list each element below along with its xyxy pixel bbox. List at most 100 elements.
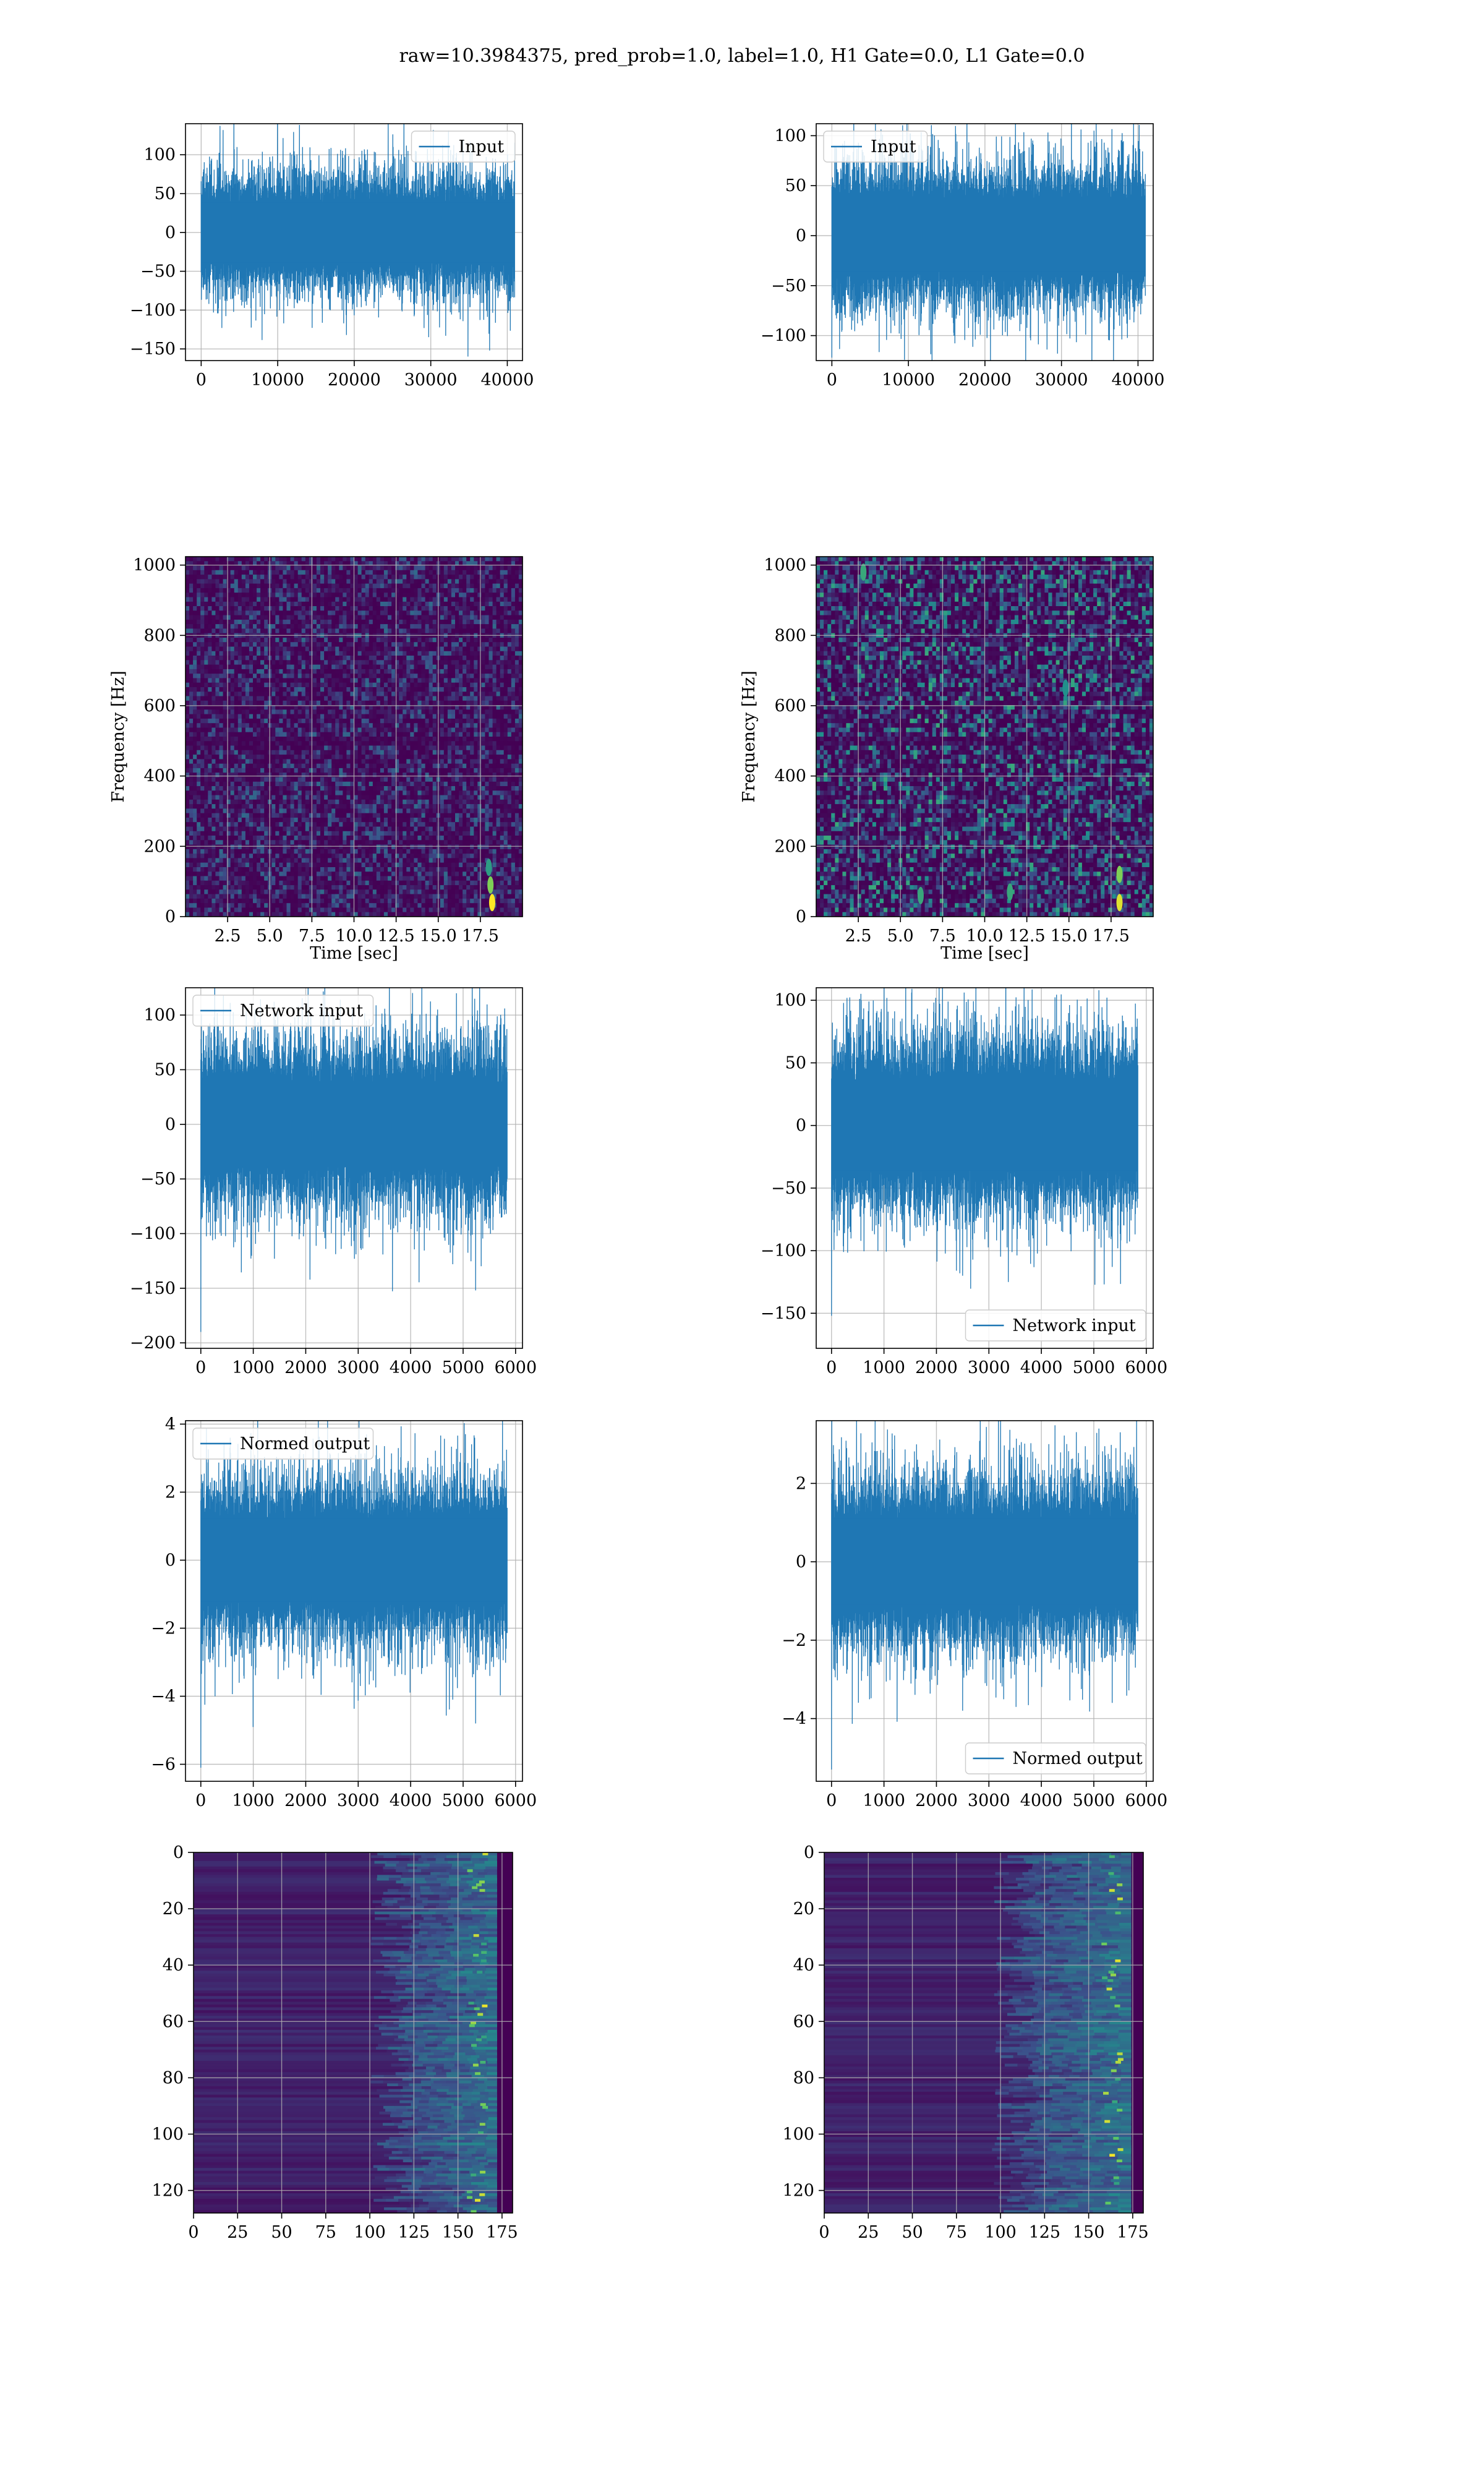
x-tick-label: 75 [315,2223,336,2242]
x-tick-label: 2.5 [215,927,241,946]
x-tick-label: 175 [486,2223,518,2242]
y-tick-label: −100 [761,327,806,346]
y-tick-label: −50 [140,1170,176,1189]
y-tick-label: 2 [796,1474,806,1493]
x-axis-label: Time [sec] [940,944,1029,963]
x-tick-label: 15.0 [1051,927,1088,946]
x-tick-label: 5.0 [257,927,283,946]
y-tick-label: −4 [151,1687,176,1706]
x-tick-label: 10000 [251,370,304,390]
y-tick-label: 100 [151,2125,184,2144]
series-core-band [201,1082,507,1166]
y-tick-label: 40 [163,1956,184,1975]
series-core-band [832,1518,1138,1604]
series-core-band [832,1081,1138,1170]
x-tick-label: 25 [858,2223,879,2242]
x-tick-label: 75 [946,2223,967,2242]
y-tick-label: 100 [143,145,176,165]
x-tick-label: 1000 [232,1358,275,1377]
legend-label: Input [871,137,916,156]
x-tick-label: 6000 [494,1791,537,1810]
x-tick-label: 100 [984,2223,1017,2242]
x-tick-label: 4000 [390,1358,432,1377]
y-tick-label: 800 [774,626,806,645]
x-tick-label: 125 [398,2223,430,2242]
x-tick-label: 20000 [958,370,1012,390]
legend: Normed output [966,1743,1146,1774]
y-tick-label: 120 [782,2181,814,2201]
x-tick-label: 10.0 [966,927,1003,946]
spectrogram-hotspot [1007,883,1013,901]
legend-label: Network input [240,1001,363,1021]
x-tick-label: 0 [195,1791,206,1810]
y-axis-label: Frequency [Hz] [109,670,128,802]
y-tick-label: 600 [143,696,176,716]
x-tick-label: 100 [354,2223,386,2242]
y-tick-label: 100 [143,1006,176,1025]
spectrogram-hotspot [489,894,495,911]
legend: Input [412,131,516,162]
x-tick-label: 17.5 [462,927,499,946]
x-tick-label: 0 [827,370,837,390]
x-tick-label: 3000 [337,1791,380,1810]
y-tick-label: 2 [165,1483,176,1502]
x-tick-label: 7.5 [929,927,956,946]
y-tick-label: 0 [796,226,806,246]
y-tick-label: 60 [793,2012,814,2031]
x-tick-label: 12.5 [1009,927,1046,946]
x-tick-label: 5000 [1073,1791,1115,1810]
y-tick-label: 20 [163,1899,184,1919]
y-tick-label: 60 [163,2012,184,2031]
y-tick-label: 0 [796,1552,806,1572]
x-tick-label: 3000 [968,1358,1010,1377]
x-tick-label: 3000 [337,1358,380,1377]
x-tick-label: 0 [826,1358,837,1377]
x-tick-label: 50 [902,2223,923,2242]
series-core-band [201,1519,507,1601]
x-tick-label: 0 [826,1791,837,1810]
x-tick-label: 7.5 [299,927,325,946]
y-tick-label: −50 [140,262,176,281]
y-tick-label: 0 [165,1115,176,1134]
x-tick-label: 1000 [863,1358,905,1377]
y-axis-label: Frequency [Hz] [740,670,759,802]
x-tick-label: 1000 [863,1791,905,1810]
y-tick-label: 50 [785,176,806,195]
series-core-band [832,200,1145,272]
x-tick-label: 5.0 [887,927,914,946]
y-tick-label: 40 [793,1956,814,1975]
legend: Network input [193,995,373,1026]
spectrogram-hotspot [918,887,924,904]
y-tick-label: 0 [804,1843,814,1862]
x-tick-label: 2000 [284,1791,327,1810]
y-tick-label: 100 [774,126,806,145]
y-tick-label: −100 [130,301,176,320]
y-tick-label: −2 [782,1631,806,1650]
y-tick-label: −150 [130,340,176,359]
y-tick-label: 0 [173,1843,184,1862]
y-tick-label: 600 [774,696,806,716]
x-tick-label: 150 [1073,2223,1105,2242]
y-tick-label: 4 [165,1415,176,1434]
legend-label: Normed output [1013,1749,1143,1768]
x-tick-label: 175 [1117,2223,1149,2242]
x-tick-label: 30000 [404,370,458,390]
x-tick-label: 2000 [915,1791,958,1810]
y-tick-label: 80 [793,2068,814,2087]
y-tick-label: −100 [130,1225,176,1244]
x-tick-label: 0 [196,370,207,390]
y-tick-label: 200 [774,837,806,856]
x-tick-label: 2000 [284,1358,327,1377]
figure-title: raw=10.3984375, pred_prob=1.0, label=1.0… [399,45,1085,67]
y-tick-label: 50 [155,1061,176,1080]
x-tick-label: 0 [195,1358,206,1377]
x-tick-label: 40000 [480,370,534,390]
legend-label: Input [459,137,505,156]
x-tick-label: 6000 [494,1358,537,1377]
x-tick-label: 20000 [328,370,381,390]
y-tick-label: −6 [151,1755,176,1774]
x-tick-label: 0 [819,2223,829,2242]
feature-map-cells [194,1852,513,2214]
